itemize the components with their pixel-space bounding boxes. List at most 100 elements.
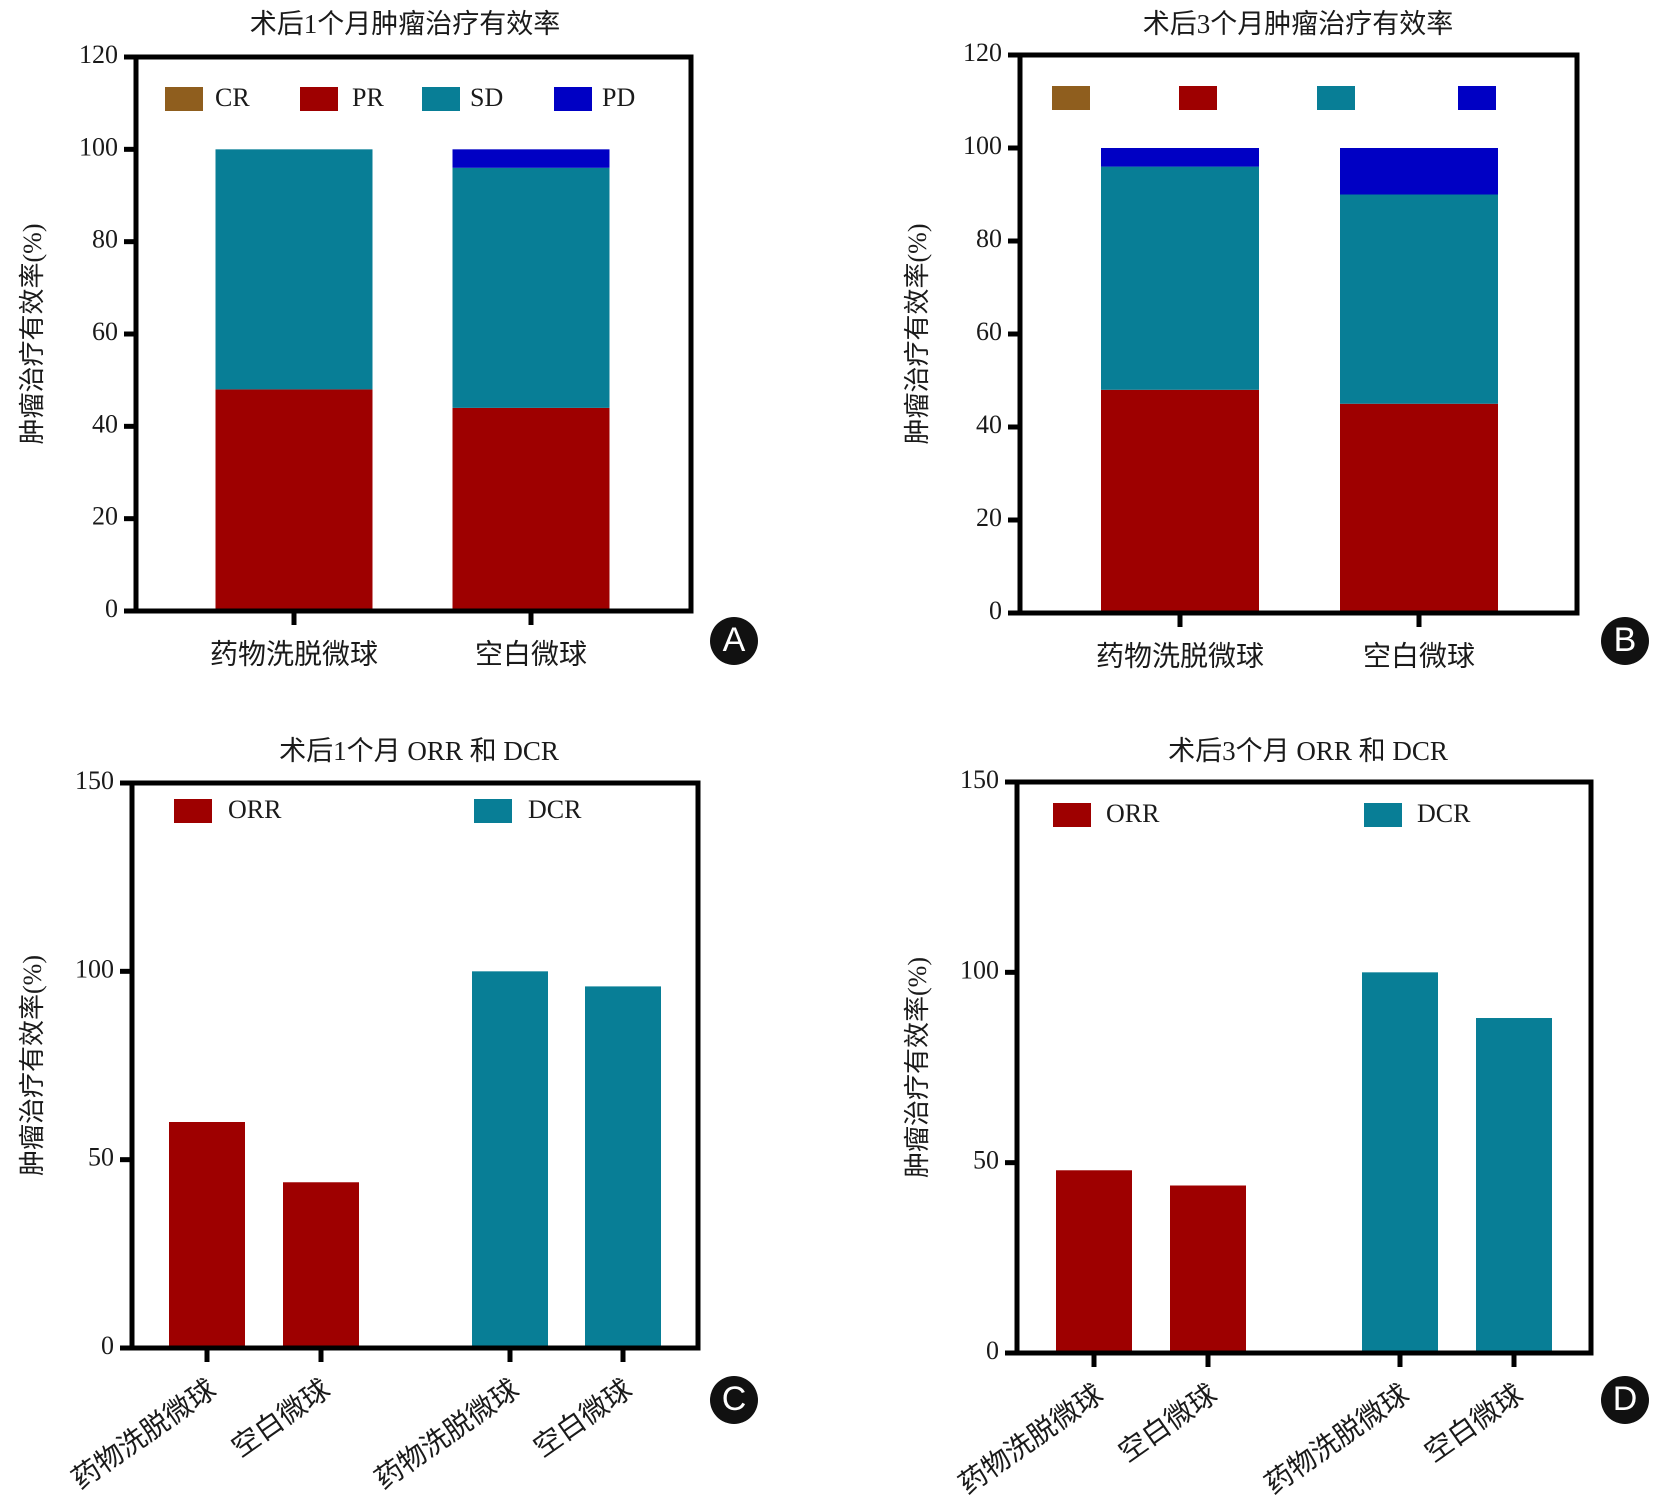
x-tick-label: 空白微球: [226, 1373, 336, 1463]
y-tick-label: 100: [960, 955, 999, 984]
chart-title: 术后3个月 ORR 和 DCR: [1168, 736, 1448, 766]
bar-segment-pd: [1340, 148, 1498, 195]
y-axis-label: 肿瘤治疗有效率(%): [18, 224, 47, 445]
panel-letter: D: [1613, 1380, 1638, 1418]
legend-swatch-pd: [554, 87, 592, 111]
y-axis: 0 50 100 150: [960, 765, 1017, 1365]
y-axis: 0 50 100 150: [75, 766, 132, 1360]
legend: ORR DCR: [174, 795, 582, 824]
legend-swatch-orr: [1053, 803, 1091, 827]
bar-segment-sd: [1101, 166, 1259, 390]
legend-swatch-cr: [165, 87, 203, 111]
x-axis: 药物洗脱微球 空白微球: [1096, 613, 1475, 672]
legend-swatch-pr: [300, 87, 338, 111]
legend-label-pr: PR: [352, 83, 384, 112]
bar-segment-sd: [452, 167, 610, 408]
legend: ORR DCR: [1053, 799, 1471, 828]
x-tick-label: 药物洗脱微球: [210, 638, 378, 670]
bars: [215, 149, 610, 611]
panel-letter: C: [722, 1380, 747, 1418]
x-tick-label: 空白微球: [1419, 1378, 1529, 1468]
y-tick-label: 80: [92, 225, 118, 254]
bar-segment-pd: [1101, 148, 1259, 167]
legend-label-orr: ORR: [1106, 799, 1160, 828]
panel-letter: A: [723, 621, 746, 659]
y-tick-label: 0: [105, 594, 118, 623]
plot-frame: [129, 780, 701, 1351]
panel-badge: [710, 1376, 758, 1424]
chart-title: 术后3个月肿瘤治疗有效率: [1143, 9, 1454, 39]
chart-title: 术后1个月 ORR 和 DCR: [279, 736, 559, 766]
legend-swatch-pr: [1179, 86, 1217, 110]
y-tick-label: 0: [989, 596, 1002, 625]
plot-frame: [1014, 779, 1594, 1356]
legend-label-orr: ORR: [228, 795, 282, 824]
y-tick-label: 100: [79, 132, 118, 161]
legend-swatch-pd: [1458, 86, 1496, 110]
bar-segment-sd: [1340, 194, 1498, 404]
legend-label-dcr: DCR: [1417, 799, 1471, 828]
bar-dcr: [1362, 972, 1438, 1353]
y-tick-label: 80: [976, 224, 1002, 253]
legend-swatch-cr: [1052, 86, 1090, 110]
bar-orr: [169, 1122, 245, 1348]
y-tick-label: 50: [88, 1143, 114, 1172]
x-tick-label: 药物洗脱微球: [1096, 640, 1264, 672]
x-tick-label: 空白微球: [1363, 640, 1475, 672]
y-tick-label: 20: [92, 502, 118, 531]
x-tick-label: 空白微球: [528, 1373, 638, 1463]
y-tick-label: 60: [92, 317, 118, 346]
y-axis: 0 20 40 60 80 100 120: [963, 38, 1020, 625]
x-tick-label: 药物洗脱微球: [1259, 1378, 1415, 1497]
bars: [1056, 972, 1552, 1353]
y-tick-label: 120: [79, 40, 118, 69]
y-tick-label: 0: [101, 1331, 114, 1360]
y-axis: 0 20 40 60 80 100 120: [79, 40, 136, 623]
y-tick-label: 40: [92, 409, 118, 438]
y-axis-label: 肿瘤治疗有效率(%): [903, 224, 932, 445]
y-tick-label: 100: [963, 131, 1002, 160]
legend-swatch-dcr: [1364, 803, 1402, 827]
bar-dcr: [1476, 1018, 1552, 1353]
x-tick-label: 药物洗脱微球: [66, 1373, 222, 1496]
panel-d: 术后3个月 ORR 和 DCR 肿瘤治疗有效率(%) 0 50 100 150 药物洗脱微球…: [903, 736, 1649, 1497]
legend-swatch-orr: [174, 799, 212, 823]
bars: [1101, 148, 1498, 613]
y-tick-label: 40: [976, 410, 1002, 439]
legend: [1052, 86, 1496, 110]
panel-badge: [1601, 1376, 1649, 1424]
legend-swatch-sd: [1317, 86, 1355, 110]
y-tick-label: 20: [976, 503, 1002, 532]
x-axis: 药物洗脱微球 空白微球: [210, 611, 587, 670]
y-axis-label: 肿瘤治疗有效率(%): [903, 957, 932, 1178]
bar-dcr: [472, 971, 548, 1348]
bar-segment-pr: [215, 389, 373, 611]
bar-segment-sd: [215, 149, 373, 390]
chart-title: 术后1个月肿瘤治疗有效率: [250, 9, 561, 39]
y-tick-label: 0: [986, 1336, 999, 1365]
x-axis: 药物洗脱微球 空白微球 药物洗脱微球 空白微球: [953, 1353, 1529, 1497]
bar-dcr: [585, 986, 661, 1348]
bar-segment-pd: [452, 149, 610, 168]
bars: [169, 971, 661, 1348]
bar-orr: [283, 1182, 359, 1348]
legend-label-sd: SD: [470, 83, 503, 112]
panel-badge: [1601, 617, 1649, 665]
legend-label-cr: CR: [215, 83, 250, 112]
panel-c: 术后1个月 ORR 和 DCR 肿瘤治疗有效率(%) 0 50 100 150 药物洗脱微球…: [18, 736, 758, 1496]
x-tick-label: 空白微球: [475, 638, 587, 670]
legend: CR PR SD PD: [165, 83, 635, 112]
y-tick-label: 150: [75, 766, 114, 795]
legend-label-dcr: DCR: [528, 795, 582, 824]
x-tick-label: 空白微球: [1113, 1378, 1223, 1468]
y-axis-label: 肿瘤治疗有效率(%): [18, 955, 47, 1176]
y-tick-label: 150: [960, 765, 999, 794]
bar-segment-pr: [1101, 389, 1259, 613]
y-tick-label: 60: [976, 317, 1002, 346]
x-tick-label: 药物洗脱微球: [953, 1378, 1109, 1497]
x-tick-label: 药物洗脱微球: [369, 1373, 525, 1496]
x-axis: 药物洗脱微球 空白微球 药物洗脱微球 空白微球: [66, 1348, 638, 1496]
panel-badge: [710, 617, 758, 665]
